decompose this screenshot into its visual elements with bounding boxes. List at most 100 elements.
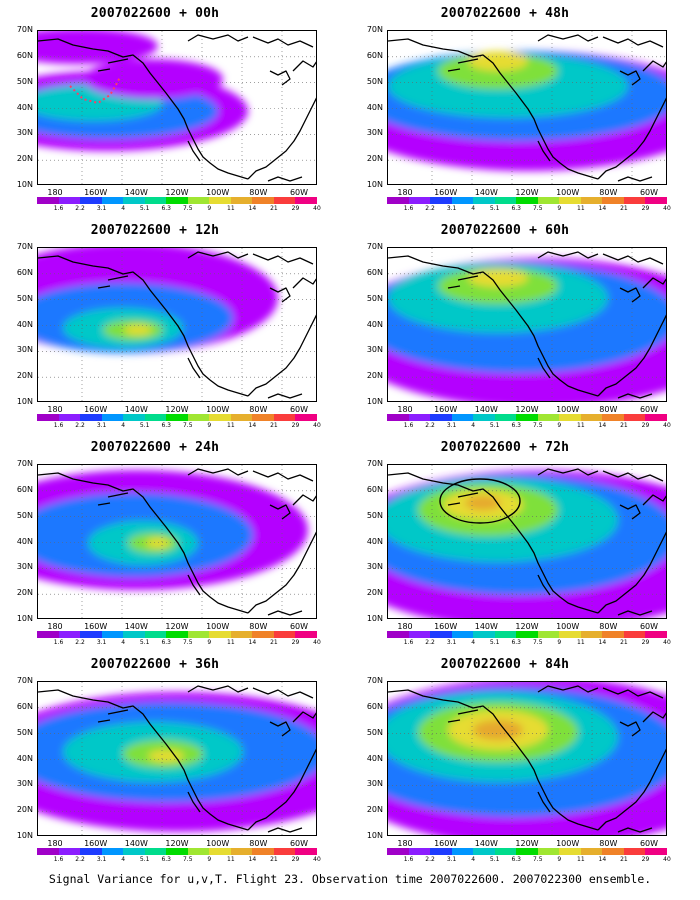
colorbar-swatch: [37, 848, 59, 855]
colorbar-swatch: [230, 414, 253, 421]
lon-label: 160W: [434, 188, 458, 197]
coastline: [597, 748, 666, 831]
colorbar-tick-label: 7.5: [532, 639, 543, 646]
variance-contour: [146, 538, 170, 548]
lon-label: 100W: [206, 622, 230, 631]
colorbar-swatch: [623, 848, 646, 855]
colorbar-tick-label: 21: [270, 856, 278, 863]
lon-label: 180: [47, 622, 63, 631]
colorbar-swatch: [123, 414, 145, 421]
colorbar-swatch: [494, 848, 517, 855]
map-area: [387, 30, 667, 185]
colorbar-tick-label: 1.6: [403, 422, 414, 429]
coastline: [447, 68, 461, 72]
lat-label: 20N: [16, 805, 33, 815]
colorbar-swatch: [537, 631, 560, 638]
colorbar-tick-label: 2.2: [75, 639, 85, 646]
colorbar-tick-label: 5.1: [139, 422, 150, 429]
panel-title: 2007022600 + 24h: [90, 440, 220, 455]
lon-label: 60W: [289, 405, 309, 414]
lon-label: 160W: [84, 405, 108, 414]
colorbar-swatch: [58, 197, 81, 204]
colorbar-tick-label: 3.1: [446, 856, 457, 863]
colorbar-tick-label: 6.3: [161, 205, 171, 212]
colorbar-tick-label: 11: [577, 205, 585, 212]
variance-field: [38, 470, 308, 590]
target-circle: [439, 478, 521, 524]
lat-label: 50N: [366, 76, 383, 86]
colorbar-tick-label: 1.6: [53, 205, 64, 212]
colorbar-tick-label: 6.3: [511, 639, 521, 646]
lat-label: 30N: [366, 562, 383, 572]
coastline: [619, 504, 641, 520]
colorbar-tick-label: 40: [663, 422, 671, 429]
coastline: [447, 502, 461, 506]
colorbar-tick-label: 29: [641, 422, 650, 429]
coastline: [269, 721, 291, 737]
colorbar-swatch: [295, 197, 317, 204]
colorbar: [37, 848, 317, 855]
coastline: [267, 393, 303, 399]
colorbar-swatch: [602, 848, 624, 855]
colorbar-tick-label: 21: [270, 422, 278, 429]
variance-contour: [148, 750, 184, 762]
colorbar-tick-label: 14: [598, 639, 607, 646]
colorbar-tick-label: 7.5: [182, 422, 193, 429]
colorbar-tick-label: 5.1: [489, 205, 500, 212]
colorbar-swatch: [252, 197, 274, 204]
lon-label: 120W: [515, 839, 539, 848]
coastline: [617, 176, 653, 182]
colorbar-tick-label: 1.6: [403, 856, 414, 863]
colorbar-tick-label: 7.5: [182, 856, 193, 863]
lon-label: 80W: [249, 188, 268, 197]
colorbar-ticks: 1.6 2.2 3.1 4 5.1 6.3 7.5 9 11 14 21 29 40: [37, 856, 321, 866]
lon-label: 120W: [165, 188, 189, 197]
colorbar-tick-label: 14: [248, 422, 257, 429]
colorbar-tick-label: 29: [291, 856, 300, 863]
lat-label: 50N: [16, 76, 33, 86]
coastline: [247, 97, 316, 180]
coastline: [642, 60, 666, 72]
colorbar: [387, 848, 667, 855]
colorbar-tick-label: 2.2: [425, 422, 435, 429]
colorbar-ticks: 1.6 2.2 3.1 4 5.1 6.3 7.5 9 11 14 21 29 40: [37, 205, 321, 215]
colorbar-swatch: [187, 631, 210, 638]
variance-contour: [38, 31, 158, 64]
colorbar-tick-label: 3.1: [96, 856, 107, 863]
lon-label: 100W: [556, 622, 580, 631]
lon-label: 100W: [556, 839, 580, 848]
lon-label: 80W: [249, 405, 268, 414]
colorbar-tick-label: 40: [663, 205, 671, 212]
colorbar-tick-label: 29: [641, 856, 650, 863]
lon-label: 140W: [124, 839, 148, 848]
coastline: [187, 574, 201, 596]
colorbar-swatch: [80, 414, 102, 421]
colorbar-tick-label: 11: [227, 205, 235, 212]
lat-label: 40N: [16, 319, 33, 329]
colorbar-swatch: [559, 848, 581, 855]
colorbar-tick-label: 29: [291, 422, 300, 429]
figure-caption: Signal Variance for u,v,T. Flight 23. Ob…: [48, 872, 652, 886]
colorbar-swatch: [209, 197, 231, 204]
coastline: [597, 314, 666, 397]
colorbar-swatch: [473, 631, 495, 638]
lat-label: 20N: [16, 588, 33, 598]
colorbar-tick-label: 2.2: [425, 205, 435, 212]
coastline: [537, 468, 599, 476]
lat-label: 70N: [366, 25, 383, 34]
colorbar-swatch: [559, 631, 581, 638]
colorbar-tick-label: 11: [577, 422, 585, 429]
lon-label: 140W: [474, 188, 498, 197]
lon-label: 100W: [206, 839, 230, 848]
colorbar-swatch: [408, 631, 431, 638]
colorbar-tick-label: 29: [291, 205, 300, 212]
lon-label: 180: [397, 188, 413, 197]
coastline: [537, 357, 551, 379]
colorbar-swatch: [58, 414, 81, 421]
colorbar-tick-label: 5.1: [139, 205, 150, 212]
variance-field: [388, 470, 666, 618]
coastline: [388, 689, 599, 831]
colorbar-swatch: [209, 848, 231, 855]
colorbar-tick-label: 1.6: [53, 639, 64, 646]
panel-title: 2007022600 + 60h: [440, 223, 570, 238]
